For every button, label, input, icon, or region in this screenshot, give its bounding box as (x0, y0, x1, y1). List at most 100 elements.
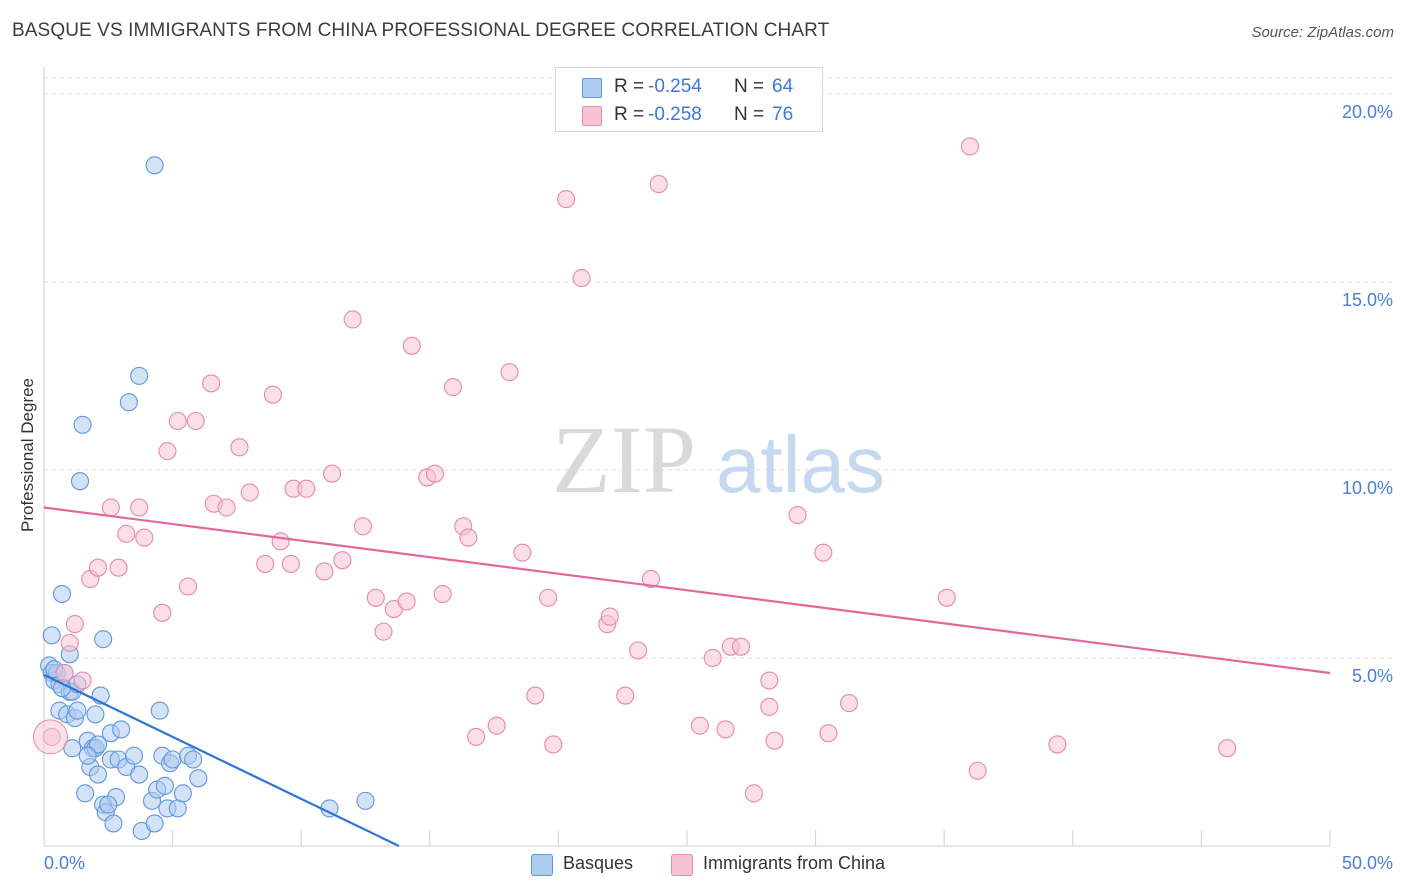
chart-title: BASQUE VS IMMIGRANTS FROM CHINA PROFESSI… (12, 20, 830, 41)
legend-n-value: 64 (772, 76, 794, 97)
watermark-zip: ZIP (552, 406, 696, 513)
china-point (88, 558, 108, 577)
tick-label-layer: 5.0% 10.0% 15.0% 20.0% 0.0% 50.0% (44, 102, 1393, 873)
china-point (539, 588, 558, 607)
legend-swatch-basques (531, 854, 553, 876)
legend-r-value: -0.258 (648, 104, 702, 125)
basques-point (145, 156, 164, 175)
basques-point (68, 701, 87, 720)
china-point (814, 543, 833, 562)
china-point (402, 336, 421, 355)
china-point (101, 498, 120, 517)
basques-point (73, 415, 92, 434)
china-point (168, 411, 187, 431)
china-point (600, 607, 619, 626)
legend-label-china: Immigrants from China (703, 853, 886, 873)
china-point (690, 716, 709, 735)
china-point (425, 464, 444, 483)
china-point (616, 686, 635, 705)
grid-layer (44, 77, 1392, 659)
china-point (297, 479, 316, 498)
china-point-large (32, 719, 68, 755)
china-point (467, 727, 486, 746)
china-point (271, 532, 290, 551)
china-point (443, 378, 462, 397)
china-point (765, 731, 784, 750)
china-trend-line (43, 506, 1331, 675)
basques-point (70, 472, 90, 491)
basques-point (356, 791, 375, 810)
china-point (65, 615, 84, 634)
china-point (158, 442, 177, 461)
y-tick-label: 20.0% (1342, 102, 1393, 122)
china-point (202, 374, 221, 393)
china-point (760, 697, 779, 716)
basques-point (184, 750, 203, 769)
chart-source: Source: ZipAtlas.com (1251, 24, 1394, 41)
china-point (353, 517, 372, 536)
legend-swatch-china (671, 854, 693, 876)
china-point (937, 588, 956, 607)
china-point (117, 524, 136, 543)
china-point (459, 528, 478, 547)
legend-n-label: N = (734, 104, 765, 125)
china-point (716, 720, 735, 739)
china-point (153, 603, 172, 622)
china-point (366, 588, 385, 607)
basques-point (119, 393, 138, 412)
china-point (572, 269, 591, 288)
basques-point (173, 784, 192, 803)
basques-point (88, 765, 108, 784)
legend-swatch-blue (582, 78, 602, 98)
china-point (397, 592, 416, 611)
legend-n-label: N = (734, 76, 765, 97)
china-point (178, 577, 198, 596)
china-point (135, 528, 154, 547)
basques-point (163, 750, 182, 769)
china-point (788, 505, 807, 525)
china-point (629, 641, 648, 660)
china-point (263, 385, 282, 404)
basques-point (112, 720, 131, 739)
china-point (109, 558, 128, 577)
basques-point (189, 769, 208, 788)
china-point (230, 438, 249, 457)
china-point (703, 648, 722, 668)
china-point (641, 569, 661, 589)
china-point (513, 543, 532, 562)
china-point (526, 686, 545, 705)
basques-point (99, 795, 118, 814)
series-legend: Basques Immigrants from China (0, 851, 1406, 879)
china-point (130, 498, 149, 517)
trend-layer (43, 506, 1331, 847)
points-layer (32, 137, 1237, 841)
basques-point (145, 814, 164, 833)
basques-point (42, 626, 61, 645)
china-point (819, 724, 838, 743)
legend-n-value: 76 (772, 104, 794, 125)
china-point (281, 554, 300, 573)
china-point (557, 190, 576, 209)
legend-r-label: R = (614, 104, 645, 125)
basques-point (76, 784, 95, 803)
legend-r-value: -0.254 (648, 76, 702, 97)
basques-point (88, 735, 108, 754)
basques-trend-line (43, 673, 400, 847)
china-point (333, 551, 352, 570)
basques-point (155, 776, 174, 795)
china-point (839, 694, 859, 713)
basques-point (124, 746, 144, 765)
china-point (217, 498, 236, 517)
watermark: ZIP atlas (552, 406, 885, 513)
legend-r-label: R = (614, 76, 645, 97)
basques-point (52, 584, 72, 604)
china-point (487, 716, 506, 735)
y-tick-label: 5.0% (1352, 666, 1393, 686)
china-point (433, 584, 452, 604)
china-point (60, 633, 79, 652)
china-point (186, 411, 205, 431)
basques-point (52, 678, 72, 698)
china-point (544, 735, 563, 754)
basques-point (104, 814, 123, 833)
